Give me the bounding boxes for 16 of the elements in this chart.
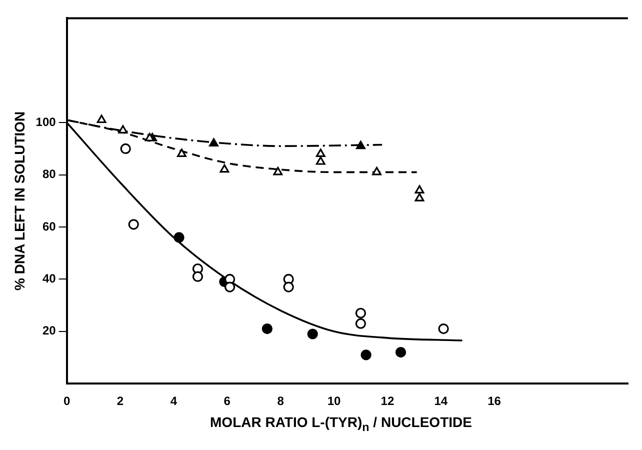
y-axis-title: % DNA LEFT IN SOLUTION bbox=[11, 111, 28, 290]
y-tick-label: 60 bbox=[42, 219, 56, 234]
x-tick-label: 0 bbox=[63, 394, 70, 408]
y-tick-label: 40 bbox=[42, 272, 56, 286]
y-tick-label: 100 bbox=[36, 114, 56, 129]
x-tick-label: 10 bbox=[327, 394, 341, 408]
x-tick-label: 8 bbox=[277, 394, 284, 408]
x-tick-label: 12 bbox=[380, 394, 394, 408]
y-tick-label: 80 bbox=[42, 167, 56, 182]
x-axis-title: MOLAR RATIO L-(TYR)$_{n}$ / NUCLEOTIDE bbox=[209, 414, 473, 434]
x-tick-label: 16 bbox=[488, 394, 502, 408]
x-tick-label: 2 bbox=[116, 394, 124, 408]
x-tick-label: 4 bbox=[170, 394, 178, 408]
x-tick-label: 14 bbox=[434, 394, 448, 408]
y-tick-label: 20 bbox=[42, 324, 56, 338]
x-tick-label: 6 bbox=[224, 394, 231, 408]
